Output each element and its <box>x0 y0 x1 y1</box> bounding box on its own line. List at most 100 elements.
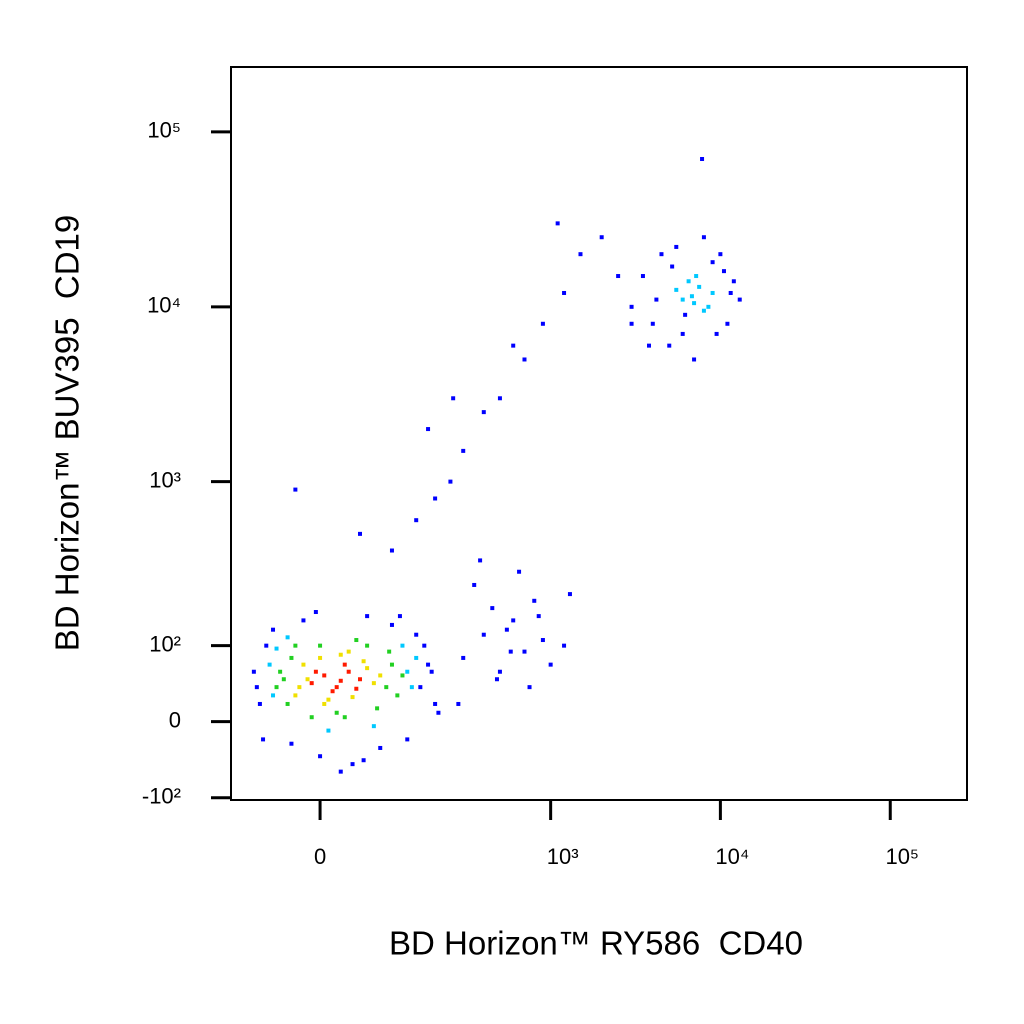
point <box>433 701 438 706</box>
point <box>371 681 376 686</box>
plot-frame <box>230 66 968 801</box>
point <box>338 678 343 683</box>
point <box>418 685 423 690</box>
point <box>313 669 318 674</box>
point <box>350 695 355 700</box>
point <box>409 685 414 690</box>
point <box>629 321 634 326</box>
point <box>433 496 438 501</box>
point <box>451 396 456 401</box>
point <box>522 649 527 654</box>
point <box>271 693 276 698</box>
x-tick-label: 10⁴ <box>715 844 749 869</box>
y-tick-label: 10² <box>149 631 181 656</box>
point <box>334 710 339 715</box>
point <box>318 754 323 759</box>
point <box>358 531 363 536</box>
point <box>647 343 652 348</box>
point <box>680 331 685 336</box>
point <box>405 669 410 674</box>
point <box>511 618 516 623</box>
point <box>616 274 621 279</box>
point <box>338 652 343 657</box>
point <box>508 649 513 654</box>
point <box>504 627 509 632</box>
point <box>414 632 419 637</box>
point <box>274 685 279 690</box>
point <box>640 274 645 279</box>
point <box>354 638 359 643</box>
point <box>261 737 266 742</box>
point <box>737 297 742 302</box>
point <box>680 297 685 302</box>
point <box>697 284 702 289</box>
point <box>694 274 699 279</box>
y-axis-title: BD Horizon™ BUV395 CD19 <box>49 215 86 652</box>
point <box>532 598 537 603</box>
point <box>472 582 477 587</box>
point <box>650 321 655 326</box>
point <box>318 643 323 648</box>
point <box>346 649 351 654</box>
point <box>461 448 466 453</box>
point <box>267 662 272 667</box>
x-tick-label: 10⁵ <box>885 844 919 869</box>
point <box>721 269 726 274</box>
point <box>562 290 567 295</box>
x-tick-label: 0 <box>314 844 326 869</box>
point <box>567 592 572 597</box>
point <box>338 769 343 774</box>
point <box>701 308 706 313</box>
point <box>497 669 502 674</box>
point <box>701 235 706 240</box>
point <box>365 643 370 648</box>
point <box>358 677 363 682</box>
point <box>629 304 634 309</box>
point <box>654 297 659 302</box>
point <box>281 677 286 682</box>
point <box>578 252 583 257</box>
point <box>706 304 711 309</box>
point <box>293 487 298 492</box>
point <box>728 290 733 295</box>
point <box>322 673 327 678</box>
y-tick-label: 0 <box>169 707 181 732</box>
point <box>522 357 527 362</box>
point <box>375 706 380 711</box>
point <box>271 627 276 632</box>
y-tick-label: 10⁵ <box>147 118 181 143</box>
point <box>361 659 366 664</box>
point <box>330 689 335 694</box>
point <box>481 632 486 637</box>
point <box>378 673 383 678</box>
point <box>342 662 347 667</box>
point <box>297 685 302 690</box>
point <box>313 610 318 615</box>
point <box>426 662 431 667</box>
point <box>378 745 383 750</box>
point <box>395 693 400 698</box>
point <box>667 343 672 348</box>
point <box>599 235 604 240</box>
point <box>692 357 697 362</box>
point <box>254 685 259 690</box>
point <box>301 662 306 667</box>
point <box>429 669 434 674</box>
point <box>257 701 262 706</box>
point <box>400 673 405 678</box>
point <box>309 715 314 720</box>
point <box>342 715 347 720</box>
point <box>354 686 359 691</box>
point <box>659 252 664 257</box>
point <box>322 701 327 706</box>
point <box>334 685 339 690</box>
point <box>555 221 560 226</box>
point <box>540 638 545 643</box>
point <box>405 737 410 742</box>
point <box>674 287 679 292</box>
point <box>725 321 730 326</box>
point <box>527 685 532 690</box>
point <box>731 279 736 284</box>
point <box>540 321 545 326</box>
y-tick-label: 10⁴ <box>147 293 181 318</box>
